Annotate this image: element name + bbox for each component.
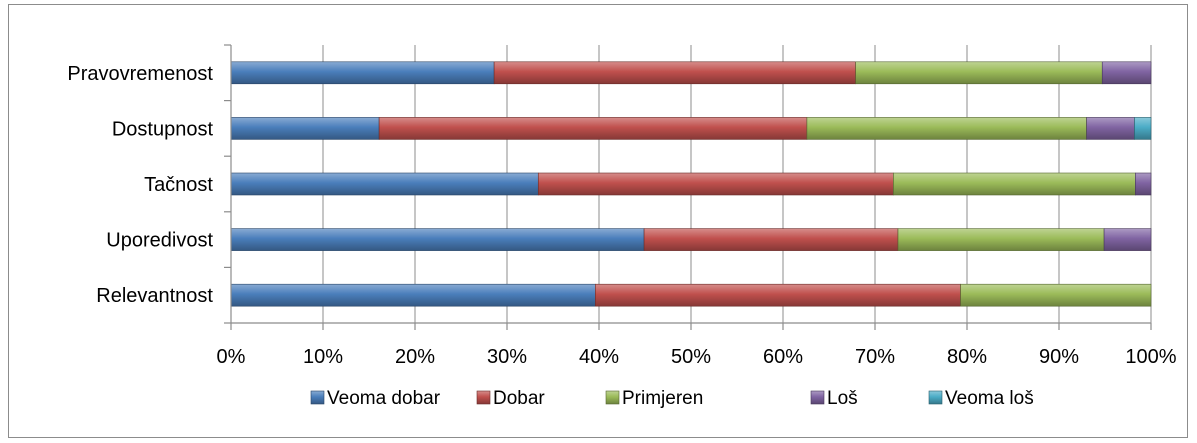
x-tick-label: 60% <box>763 346 803 368</box>
x-tick-label: 20% <box>395 346 435 368</box>
bar-dostupnost-veoma-los <box>1134 117 1152 140</box>
legend-label-los: Loš <box>827 388 858 409</box>
x-tick-label: 40% <box>579 346 619 368</box>
category-label-tacnost: Tačnost <box>144 174 213 196</box>
category-label-relevantnost: Relevantnost <box>96 285 213 307</box>
legend: Veoma dobar Dobar Primjeren Loš Veoma loš <box>310 388 1034 409</box>
bar-dostupnost-los <box>1086 117 1135 140</box>
x-tick-label: 0% <box>217 346 246 368</box>
bar-dostupnost-dobar <box>378 117 808 140</box>
legend-swatch-veoma-los <box>928 390 943 405</box>
x-tick-label: 30% <box>487 346 527 368</box>
bar-tacnost-dobar <box>537 172 894 196</box>
bar-uporedivost-dobar <box>643 228 899 251</box>
x-tick-label: 10% <box>303 346 343 368</box>
legend-swatch-dobar <box>476 390 491 405</box>
bar-pravovremenost-los <box>1101 61 1152 85</box>
bar-relevantnost-primjeren <box>960 283 1152 307</box>
x-tick-label: 50% <box>671 346 711 368</box>
axes <box>224 44 1152 330</box>
bar-tacnost-veoma-dobar <box>230 172 539 196</box>
x-tick-labels: 0% 10% 20% 30% 40% 50% 60% 70% 80% 90% 100% <box>217 346 1177 368</box>
x-tick-label: 90% <box>1039 346 1079 368</box>
legend-swatch-veoma-dobar <box>310 390 325 405</box>
bar-pravovremenost-dobar <box>493 61 856 85</box>
category-label-uporedivost: Uporedivost <box>106 230 213 252</box>
bar-uporedivost-primjeren <box>897 228 1105 251</box>
bar-dostupnost-veoma-dobar <box>230 117 380 140</box>
bar-tacnost-primjeren <box>893 172 1136 196</box>
legend-label-dobar: Dobar <box>493 388 545 409</box>
x-tick-label: 100% <box>1125 346 1176 368</box>
legend-label-veoma-los: Veoma loš <box>945 388 1034 409</box>
category-label-dostupnost: Dostupnost <box>112 118 214 140</box>
bar-uporedivost-los <box>1103 228 1152 251</box>
category-labels: Pravovremenost Dostupnost Tačnost Uporedivo… <box>67 63 213 307</box>
legend-swatch-primjeren <box>605 390 620 405</box>
legend-swatch-los <box>810 390 825 405</box>
category-label-pravovremenost: Pravovremenost <box>67 63 213 85</box>
bar-pravovremenost-veoma-dobar <box>230 61 495 85</box>
chart-frame: Pravovremenost Dostupnost Tačnost Uporedivo… <box>8 4 1188 438</box>
stacked-bar-chart: Pravovremenost Dostupnost Tačnost Uporedivo… <box>67 44 1177 409</box>
bar-relevantnost-veoma-dobar <box>230 283 596 307</box>
x-tick-label: 80% <box>947 346 987 368</box>
bar-uporedivost-veoma-dobar <box>230 228 645 251</box>
x-tick-label: 70% <box>855 346 895 368</box>
bar-dostupnost-primjeren <box>806 117 1087 140</box>
bars <box>230 61 1152 307</box>
legend-label-primjeren: Primjeren <box>622 388 703 409</box>
bar-pravovremenost-primjeren <box>855 61 1103 85</box>
bar-tacnost-los <box>1135 172 1152 196</box>
legend-label-veoma-dobar: Veoma dobar <box>327 388 441 409</box>
bar-relevantnost-dobar <box>595 283 961 307</box>
